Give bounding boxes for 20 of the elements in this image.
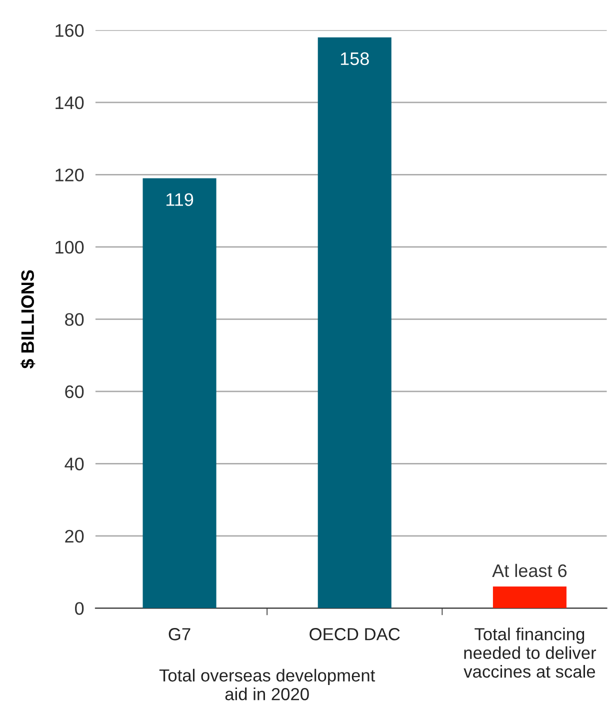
y-tick-label: 80 [65, 313, 84, 326]
y-tick-label: 0 [75, 602, 84, 615]
bar [142, 178, 216, 608]
y-tick-label: 60 [65, 385, 84, 398]
y-axis-title: $ BILLIONS [20, 270, 36, 369]
x-tick-label: G7 [168, 628, 190, 640]
text: Total overseas development aid in 2020 [159, 668, 376, 700]
y-tick-label: 140 [56, 96, 84, 110]
bar [492, 586, 566, 608]
y-tick-label: 160 [56, 24, 84, 37]
x-tick-label: Total financing needed to deliver vaccines at scale [464, 628, 596, 678]
data-label: At least 6 [492, 564, 567, 578]
y-tick-label: 20 [65, 530, 84, 543]
data-label: 158 [340, 52, 369, 66]
y-tick-label: 100 [56, 240, 84, 254]
y-tick-label: 120 [56, 168, 84, 182]
y-tick-label: 40 [64, 458, 84, 470]
data-label: 119 [166, 193, 194, 206]
bar [318, 37, 392, 608]
x-tick-label: OECD DAC [310, 628, 400, 640]
